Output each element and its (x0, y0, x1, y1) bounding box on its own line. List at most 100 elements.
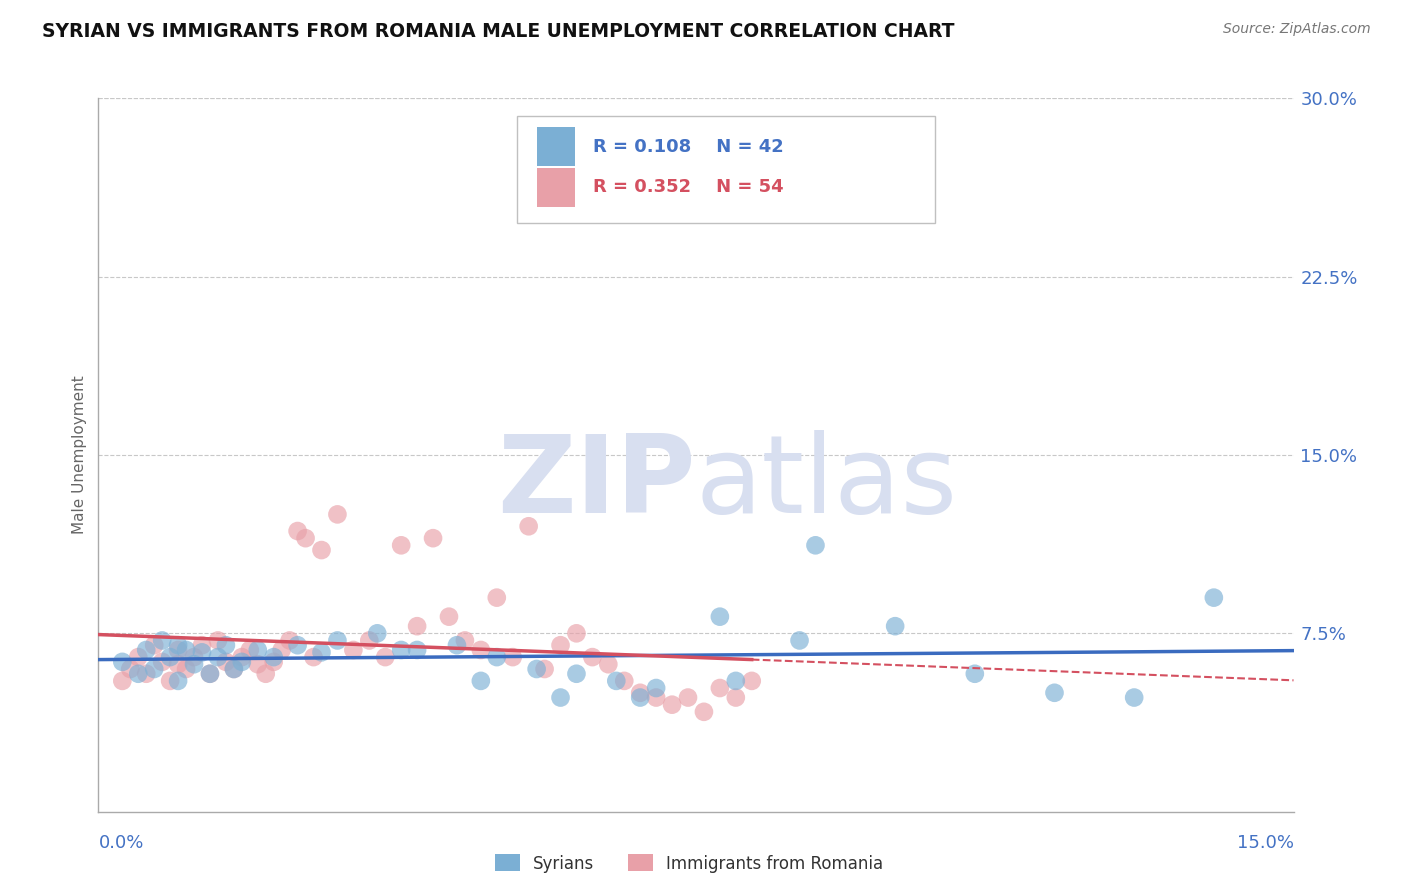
Point (581, 650, 603, 665)
Point (565, 666, 588, 681)
Text: 15.0%: 15.0% (1236, 834, 1294, 852)
Point (120, 662, 142, 676)
Point (884, 619, 907, 633)
Point (526, 662, 548, 676)
Point (804, 538, 827, 552)
Point (159, 650, 181, 665)
Point (198, 666, 221, 681)
Point (135, 666, 157, 681)
Point (374, 650, 396, 665)
Point (215, 655, 238, 669)
Text: SYRIAN VS IMMIGRANTS FROM ROMANIA MALE UNEMPLOYMENT CORRELATION CHART: SYRIAN VS IMMIGRANTS FROM ROMANIA MALE U… (42, 22, 955, 41)
Point (231, 650, 253, 665)
Point (645, 690, 668, 705)
Point (143, 638, 166, 652)
Point (724, 673, 747, 688)
Point (517, 519, 540, 533)
Point (485, 591, 508, 605)
Point (311, 645, 333, 659)
Text: R = 0.352    N = 54: R = 0.352 N = 54 (593, 178, 783, 196)
Point (366, 626, 388, 640)
Point (222, 662, 245, 676)
Point (389, 538, 412, 552)
FancyBboxPatch shape (517, 116, 935, 223)
Legend: Syrians, Immigrants from Romania: Syrians, Immigrants from Romania (488, 847, 890, 880)
Point (127, 650, 149, 665)
Point (598, 657, 620, 672)
Point (111, 655, 134, 669)
Point (135, 643, 157, 657)
Point (159, 673, 181, 688)
Point (470, 673, 492, 688)
Point (963, 666, 986, 681)
Point (207, 650, 229, 665)
Point (143, 662, 166, 676)
Point (470, 643, 492, 657)
Point (167, 638, 190, 652)
Point (485, 650, 508, 665)
Point (550, 690, 572, 705)
Point (1043, 686, 1066, 700)
Point (287, 638, 309, 652)
Point (246, 643, 269, 657)
Point (231, 655, 253, 669)
Point (263, 655, 285, 669)
Point (446, 638, 468, 652)
Point (191, 645, 214, 659)
Point (222, 662, 245, 676)
Point (1123, 690, 1146, 705)
Point (254, 666, 277, 681)
Point (645, 681, 668, 695)
Point (183, 657, 205, 672)
Point (326, 633, 349, 648)
Point (287, 524, 309, 538)
Point (326, 508, 349, 522)
Point (270, 643, 292, 657)
Point (302, 650, 325, 665)
Bar (537, 127, 575, 166)
Point (741, 673, 763, 688)
Point (167, 643, 190, 657)
Point (207, 633, 229, 648)
Point (613, 673, 636, 688)
Point (167, 657, 190, 672)
Point (174, 643, 197, 657)
Point (1202, 591, 1225, 605)
Text: 0.0%: 0.0% (98, 834, 143, 852)
Point (661, 698, 683, 712)
Point (278, 633, 301, 648)
Point (565, 626, 588, 640)
Point (676, 690, 699, 705)
Point (628, 686, 651, 700)
Point (150, 655, 173, 669)
Point (693, 705, 716, 719)
Point (215, 638, 238, 652)
Point (359, 633, 381, 648)
Point (311, 543, 333, 558)
Point (628, 690, 651, 705)
Point (342, 643, 364, 657)
Point (389, 643, 412, 657)
Point (191, 638, 214, 652)
Point (789, 633, 811, 648)
Point (605, 673, 627, 688)
Point (406, 643, 429, 657)
Point (198, 666, 221, 681)
Point (406, 619, 429, 633)
Point (294, 531, 316, 545)
Point (724, 690, 747, 705)
Point (111, 673, 134, 688)
Point (150, 633, 173, 648)
Point (437, 609, 460, 624)
Bar (537, 168, 575, 207)
Text: Source: ZipAtlas.com: Source: ZipAtlas.com (1223, 22, 1371, 37)
Point (550, 638, 572, 652)
Point (263, 650, 285, 665)
Text: ZIP: ZIP (498, 431, 696, 536)
Point (174, 662, 197, 676)
Point (454, 633, 477, 648)
Point (183, 650, 205, 665)
Text: atlas: atlas (696, 431, 957, 536)
Point (422, 531, 444, 545)
Point (709, 609, 731, 624)
